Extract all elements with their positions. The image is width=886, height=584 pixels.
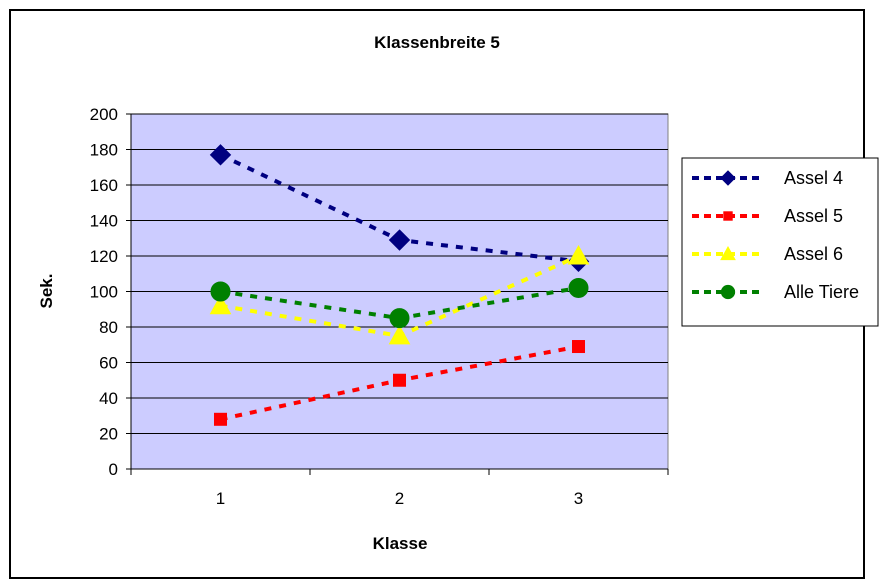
y-tick-label: 160	[90, 176, 118, 195]
data-point	[389, 308, 410, 329]
legend-marker	[720, 245, 736, 261]
series-group	[209, 144, 590, 426]
y-tick-label: 140	[90, 212, 118, 231]
legend-box	[681, 157, 879, 327]
legend-marker	[720, 170, 736, 186]
data-point	[393, 373, 406, 387]
series-3	[209, 244, 590, 345]
y-tick-label: 200	[90, 105, 118, 124]
legend-label: Alle Tiere	[784, 282, 859, 302]
data-point	[388, 324, 411, 345]
legend-label: Assel 5	[784, 206, 843, 226]
x-tick-label: 1	[216, 489, 225, 508]
data-point	[210, 281, 231, 302]
data-point	[209, 294, 232, 315]
legend-item: Alle Tiere	[692, 282, 859, 302]
legend-item: Assel 5	[692, 206, 843, 226]
data-point	[388, 229, 411, 251]
y-tick-label: 0	[109, 460, 118, 479]
series-2	[214, 340, 585, 426]
chart-title: Klassenbreite 5	[374, 33, 500, 52]
data-point	[214, 412, 227, 426]
x-tick-label: 3	[574, 489, 583, 508]
legend-marker	[720, 284, 736, 300]
legend-marker	[723, 211, 733, 221]
y-tick-label: 20	[99, 425, 118, 444]
x-tick-label: 2	[395, 489, 404, 508]
y-tick-label: 100	[90, 283, 118, 302]
legend-item: Assel 4	[692, 168, 843, 188]
data-point	[209, 144, 232, 166]
y-tick-label: 60	[99, 354, 118, 373]
series-4	[210, 277, 589, 329]
y-tick-label: 40	[99, 389, 118, 408]
legend-label: Assel 4	[784, 168, 843, 188]
y-tick-label: 180	[90, 141, 118, 160]
y-tick-label: 120	[90, 247, 118, 266]
legend: Assel 4 Assel 5 Assel 6 Alle Tiere	[681, 157, 879, 327]
data-point	[572, 340, 585, 354]
x-axis-label: Klasse	[373, 534, 428, 553]
x-axis: 1 2 3	[130, 468, 669, 508]
y-axis: 0 20 40 60 80 100 120 140 160 180 200	[90, 105, 132, 479]
legend-item: Assel 6	[692, 244, 843, 264]
y-axis-label: Sek.	[37, 274, 56, 309]
data-point	[567, 244, 590, 265]
y-tick-label: 80	[99, 318, 118, 337]
data-point	[568, 277, 589, 298]
legend-label: Assel 6	[784, 244, 843, 264]
